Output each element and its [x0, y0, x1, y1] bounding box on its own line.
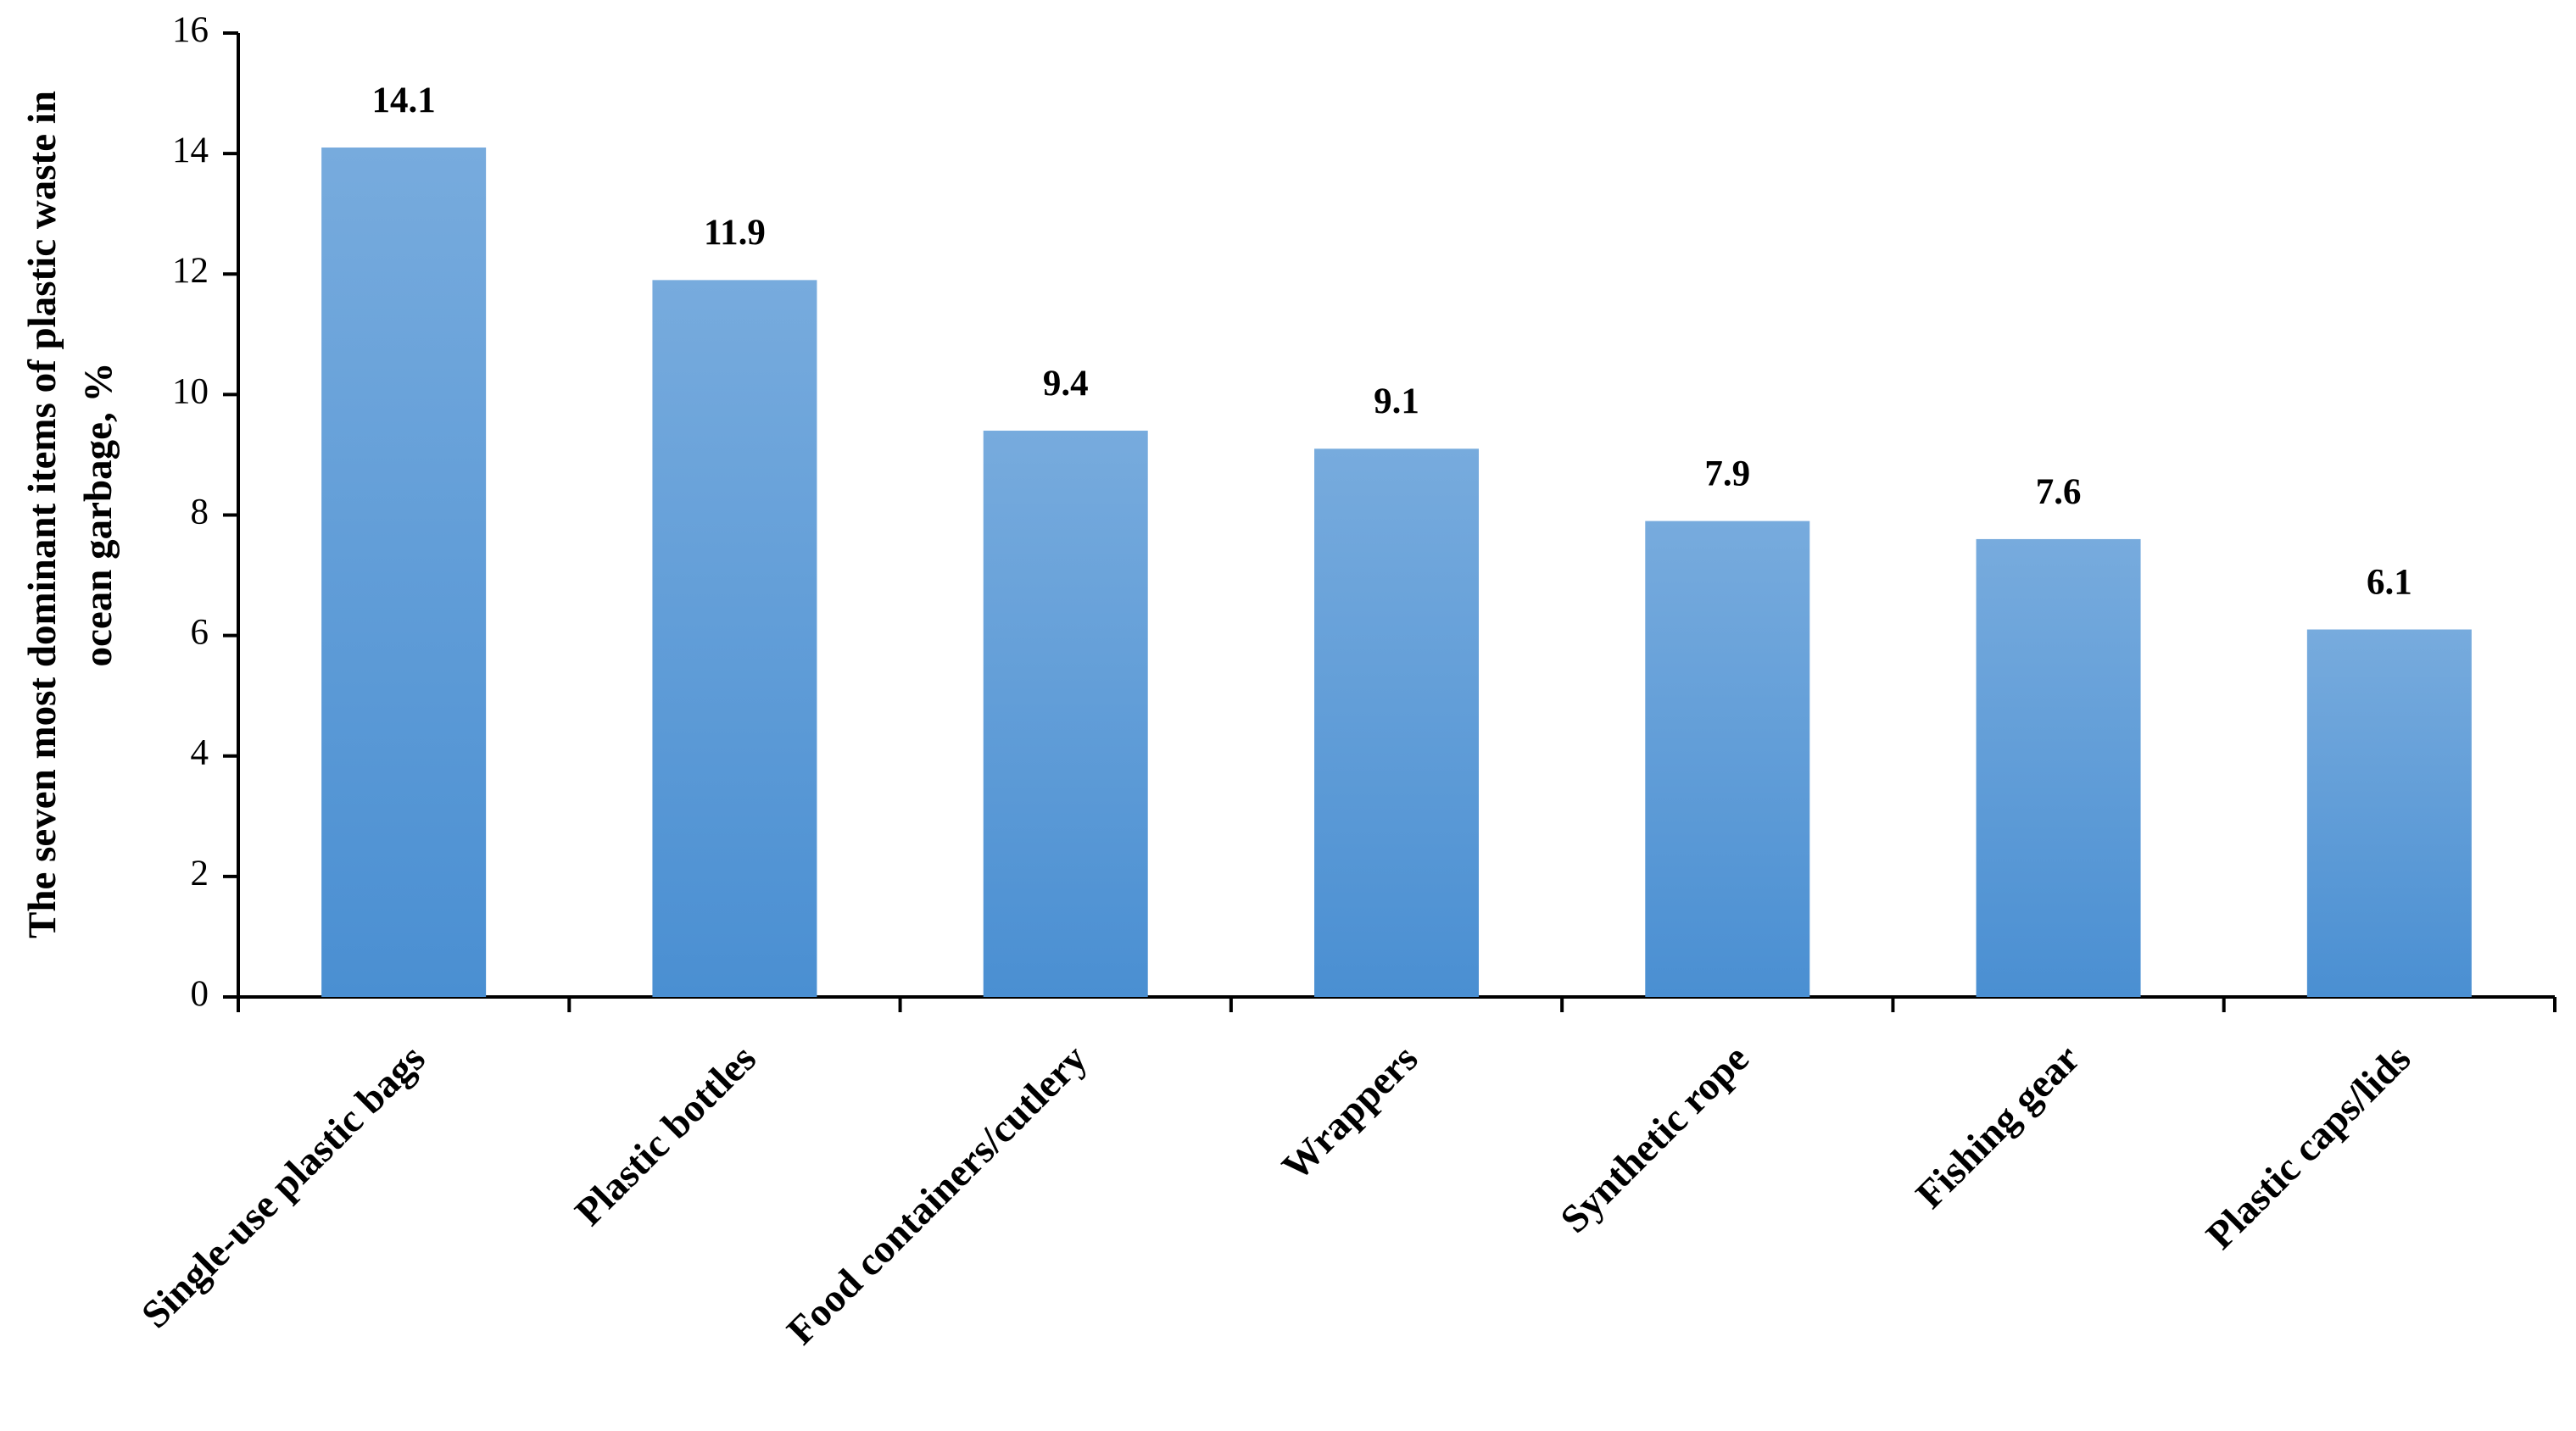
value-label: 9.4 — [1043, 364, 1089, 404]
x-tick-label: Single-use plastic bags — [133, 1037, 433, 1337]
x-tick-label: Plastic bottles — [566, 1037, 764, 1234]
y-tick-label: 6 — [191, 613, 209, 653]
x-tick-label: Wrappers — [1274, 1037, 1426, 1189]
bar — [983, 431, 1148, 997]
y-axis-title: The seven most dominant items of plastic… — [20, 91, 120, 938]
bar — [321, 148, 487, 998]
value-label: 7.6 — [2036, 472, 2082, 512]
value-label: 6.1 — [2367, 562, 2412, 602]
value-label: 11.9 — [704, 213, 766, 253]
bar — [1976, 538, 2141, 997]
y-tick-label: 4 — [191, 733, 209, 773]
y-tick-label: 14 — [172, 131, 209, 170]
y-tick-label: 8 — [191, 492, 209, 532]
bar — [1314, 448, 1479, 997]
y-axis-title-line: ocean garbage, % — [76, 363, 120, 667]
y-tick-label: 0 — [191, 974, 209, 1014]
x-tick-label: Synthetic rope — [1553, 1037, 1758, 1242]
bar — [652, 280, 817, 997]
bar — [2306, 629, 2472, 997]
value-label: 7.9 — [1704, 454, 1750, 493]
y-tick-label: 2 — [191, 854, 209, 894]
y-tick-label: 16 — [172, 10, 209, 50]
x-tick-label: Food containers/cutlery — [778, 1036, 1096, 1353]
value-label: 14.1 — [372, 81, 436, 120]
value-label: 9.1 — [1374, 381, 1419, 421]
x-tick-label: Plastic caps/lids — [2198, 1037, 2419, 1258]
y-tick-label: 10 — [172, 371, 209, 411]
y-tick-label: 12 — [172, 251, 209, 291]
bar — [1645, 521, 1810, 997]
x-tick-label: Fishing gear — [1908, 1037, 2088, 1217]
y-axis-title-line: The seven most dominant items of plastic… — [20, 91, 64, 938]
